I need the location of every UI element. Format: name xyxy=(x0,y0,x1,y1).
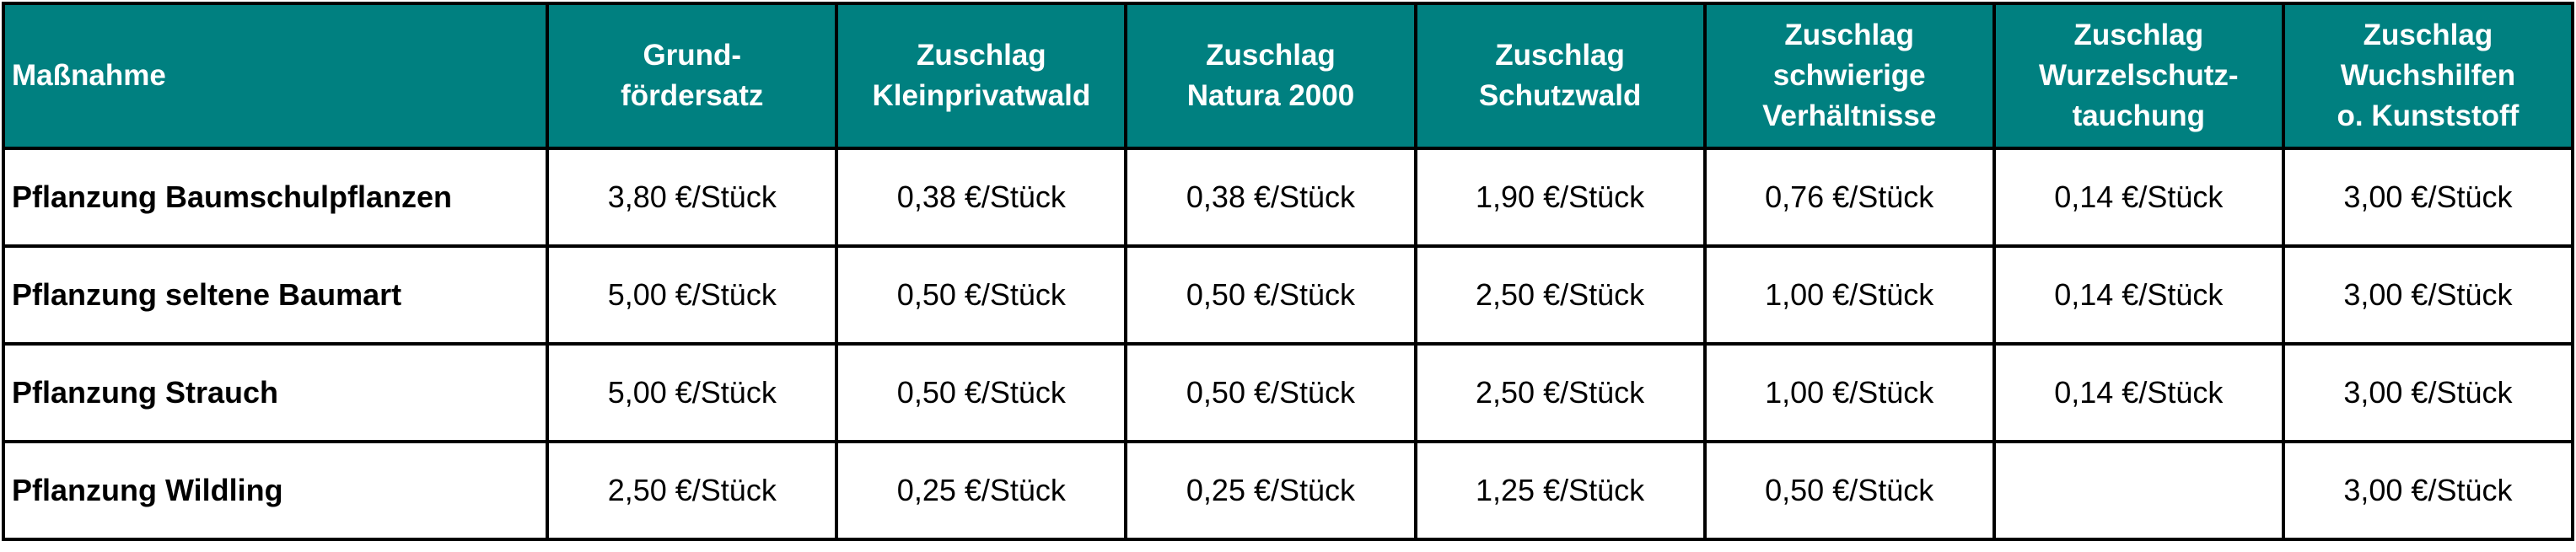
table-body: Pflanzung Baumschulpflanzen 3,80 €/Stück 0… xyxy=(1,147,2575,541)
row-label: Pflanzung Wildling xyxy=(1,440,550,541)
header-line: Wurzelschutz- xyxy=(2039,59,2239,92)
table-row: Pflanzung Baumschulpflanzen 3,80 €/Stück 0… xyxy=(1,147,2575,248)
rate-cell: 3,00 €/Stück xyxy=(2281,244,2575,346)
rate-cell: 0,50 €/Stück xyxy=(835,244,1128,346)
column-header-massnahme: Maßnahme xyxy=(1,2,550,150)
rate-cell: 0,50 €/Stück xyxy=(1124,244,1417,346)
header-line: tauchung xyxy=(2072,99,2206,132)
rate-cell: 3,80 €/Stück xyxy=(546,147,839,248)
column-header: Zuschlag schwierige Verhältnisse xyxy=(1702,2,1996,150)
table-row: Pflanzung seltene Baumart 5,00 €/Stück 0,5… xyxy=(1,244,2575,346)
row-label: Pflanzung seltene Baumart xyxy=(1,244,550,346)
rate-cell: 0,14 €/Stück xyxy=(1992,147,2285,248)
funding-rates-table: Maßnahme Grund-fördersatz Zuschlag Kleinpri… xyxy=(1,2,2575,541)
rate-cell: 0,25 €/Stück xyxy=(1124,440,1417,541)
table-row: Pflanzung Strauch 5,00 €/Stück 0,50 €/Stüc… xyxy=(1,342,2575,443)
rate-cell: 3,00 €/Stück xyxy=(2281,440,2575,541)
column-header: Zuschlag Schutzwald xyxy=(1413,2,1707,150)
header-row: Maßnahme Grund-fördersatz Zuschlag Kleinpri… xyxy=(1,2,2575,150)
header-line: Kleinprivatwald xyxy=(872,79,1091,112)
header-line: Zuschlag xyxy=(917,39,1046,72)
column-header: Grund-fördersatz xyxy=(546,2,839,150)
rate-cell: 2,50 €/Stück xyxy=(1413,342,1707,443)
header-line: Wuchshilfen xyxy=(2340,59,2516,92)
header-line: Zuschlag xyxy=(1206,39,1336,72)
header-line: Zuschlag xyxy=(2073,19,2204,51)
rate-cell: 0,14 €/Stück xyxy=(1992,244,2285,346)
rate-cell xyxy=(1992,440,2285,541)
rate-cell: 2,50 €/Stück xyxy=(1413,244,1707,346)
rate-cell: 2,50 €/Stück xyxy=(546,440,839,541)
header-line: Zuschlag xyxy=(2363,19,2493,51)
rate-cell: 1,90 €/Stück xyxy=(1413,147,1707,248)
rate-cell: 0,50 €/Stück xyxy=(1702,440,1996,541)
rate-cell: 0,50 €/Stück xyxy=(835,342,1128,443)
rate-cell: 0,76 €/Stück xyxy=(1702,147,1996,248)
header-line: Natura 2000 xyxy=(1186,79,1355,112)
rate-cell: 1,00 €/Stück xyxy=(1702,342,1996,443)
rate-cell: 0,50 €/Stück xyxy=(1124,342,1417,443)
rate-cell: 1,25 €/Stück xyxy=(1413,440,1707,541)
table-row: Pflanzung Wildling 2,50 €/Stück 0,25 €/Stü… xyxy=(1,440,2575,541)
header-line: Verhältnisse xyxy=(1762,99,1937,132)
rate-cell: 3,00 €/Stück xyxy=(2281,147,2575,248)
header-line: Zuschlag xyxy=(1495,39,1625,72)
rate-cell: 0,38 €/Stück xyxy=(1124,147,1417,248)
header-line: fördersatz xyxy=(621,79,764,112)
header-line: Schutzwald xyxy=(1478,79,1642,112)
header-line: Zuschlag xyxy=(1784,19,1915,51)
rate-cell: 5,00 €/Stück xyxy=(546,342,839,443)
row-label: Pflanzung Strauch xyxy=(1,342,550,443)
rate-cell: 3,00 €/Stück xyxy=(2281,342,2575,443)
header-line: Maßnahme xyxy=(12,59,166,92)
rate-cell: 0,14 €/Stück xyxy=(1992,342,2285,443)
table-header: Maßnahme Grund-fördersatz Zuschlag Kleinpri… xyxy=(1,2,2575,150)
rate-cell: 5,00 €/Stück xyxy=(546,244,839,346)
header-line: Grund- xyxy=(643,39,742,72)
header-line: o. Kunststoff xyxy=(2337,99,2520,132)
row-label: Pflanzung Baumschulpflanzen xyxy=(1,147,550,248)
column-header: Zuschlag Wuchshilfen o. Kunststoff xyxy=(2281,2,2575,150)
column-header: Zuschlag Wurzelschutz-tauchung xyxy=(1992,2,2285,150)
column-header: Zuschlag Natura 2000 xyxy=(1124,2,1417,150)
rate-cell: 0,25 €/Stück xyxy=(835,440,1128,541)
header-line: schwierige xyxy=(1772,59,1926,92)
rate-cell: 1,00 €/Stück xyxy=(1702,244,1996,346)
rate-cell: 0,38 €/Stück xyxy=(835,147,1128,248)
column-header: Zuschlag Kleinprivatwald xyxy=(835,2,1128,150)
